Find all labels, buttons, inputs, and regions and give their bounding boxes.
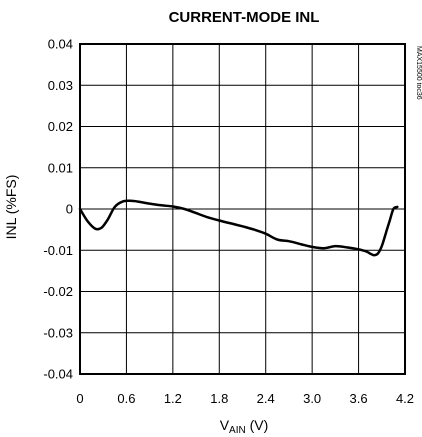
x-tick-labels: 0 0.6 1.2 1.8 2.4 3.0 3.6 4.2 (76, 391, 414, 406)
y-tick-label: 0.04 (48, 37, 73, 52)
y-tick-label: 0.01 (48, 160, 73, 175)
y-tick-label: 0.02 (48, 119, 73, 134)
x-tick-label: 0.6 (117, 391, 135, 406)
x-tick-label: 0 (76, 391, 83, 406)
x-tick-label: 3.6 (350, 391, 368, 406)
chart-title: CURRENT-MODE INL (169, 9, 320, 26)
y-tick-label: 0.03 (48, 78, 73, 93)
x-tick-label: 1.2 (164, 391, 182, 406)
figure-watermark: MAX15500 toc36 (415, 46, 422, 100)
y-tick-label: -0.04 (43, 367, 73, 382)
x-tick-label: 4.2 (396, 391, 414, 406)
x-tick-label: 3.0 (303, 391, 321, 406)
grid-lines (80, 44, 405, 374)
y-tick-labels: 0.04 0.03 0.02 0.01 0 -0.01 -0.02 -0.03 -0.04 (43, 37, 73, 382)
y-tick-label: 0 (66, 202, 73, 217)
y-tick-label: -0.01 (43, 243, 73, 258)
y-tick-label: -0.02 (43, 284, 73, 299)
x-tick-label: 2.4 (257, 391, 275, 406)
y-tick-label: -0.03 (43, 325, 73, 340)
inl-series-line (78, 199, 399, 257)
y-axis-label: INL (%FS) (3, 175, 19, 240)
x-axis-label: VAIN (V) (220, 417, 269, 436)
x-tick-label: 1.8 (210, 391, 228, 406)
